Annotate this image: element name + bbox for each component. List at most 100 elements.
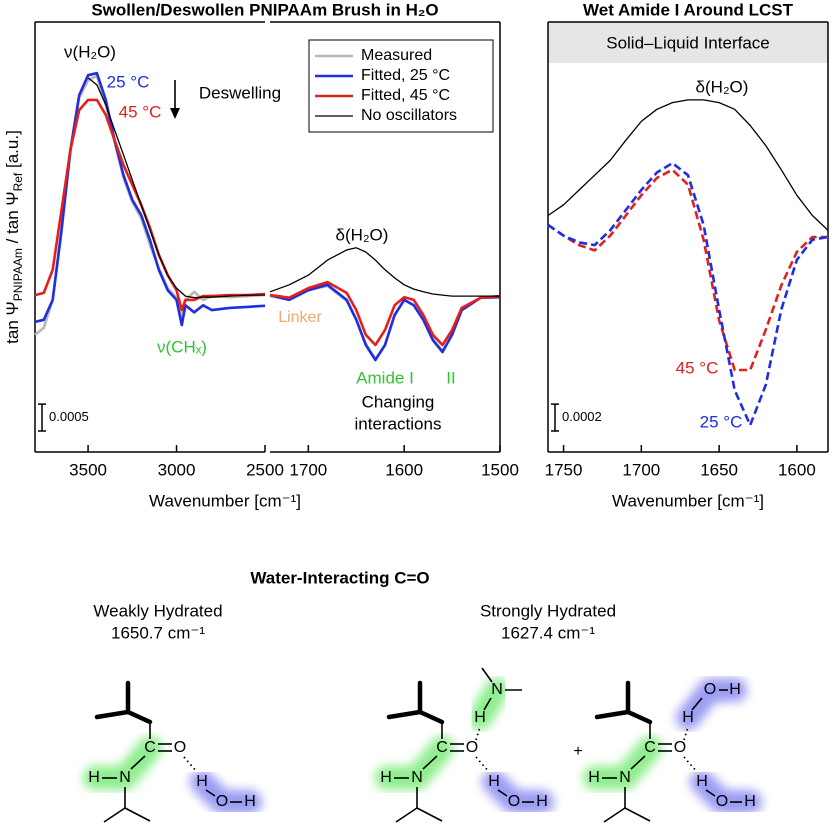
bond (205, 789, 216, 797)
atom-label: H (380, 769, 392, 786)
x-tick-label: 1700 (289, 460, 327, 479)
x-tick-label: 1500 (481, 460, 519, 479)
spectrum-line (34, 98, 266, 312)
panel-header (548, 22, 828, 63)
annotation: II (446, 368, 455, 387)
state-wavenumber: 1650.7 cm⁻¹ (111, 623, 205, 642)
series-label: 25 °C (700, 412, 743, 431)
atom-label: O (704, 681, 716, 698)
annotation: Linker (278, 309, 322, 326)
spectrum-line (269, 247, 500, 297)
annotation: Changing (362, 392, 435, 411)
atom-label: H (244, 793, 256, 810)
spectrum-line (547, 161, 829, 427)
spectrum-line (269, 280, 501, 347)
chart-title: Swollen/Deswollen PNIPAAm Brush in H₂O (91, 0, 438, 19)
annotation: ν(CHₓ) (157, 337, 207, 356)
bond (124, 807, 151, 822)
bond (125, 709, 153, 725)
bond (683, 756, 698, 773)
bond (422, 755, 438, 770)
plus-sign: + (573, 743, 582, 760)
bond (103, 807, 126, 823)
bond (603, 807, 626, 823)
annotation: Deswelling (199, 83, 281, 102)
bond (483, 697, 492, 711)
y-label-part: / tan Ψ (3, 191, 22, 248)
spectrum-line (87, 77, 265, 299)
bond (386, 709, 423, 720)
y-label-part: [a.u.] (3, 130, 22, 173)
annotation: ν(H₂O) (64, 42, 116, 61)
atom-label: H (474, 709, 486, 726)
bond (416, 807, 443, 822)
annotation: δ(H₂O) (336, 225, 389, 244)
atom-label: H (729, 681, 741, 698)
atom-label: N (119, 769, 131, 786)
x-axis-label: Wavenumber [cm⁻¹] (149, 491, 301, 510)
annotation: interactions (355, 414, 442, 433)
atom-label: H (696, 773, 708, 790)
scale-bar (38, 403, 46, 432)
atom-label: H (196, 773, 208, 790)
atom-label: O (174, 739, 186, 756)
state-name: Strongly Hydrated (480, 601, 616, 620)
atom-label: H (488, 773, 500, 790)
panel-header-text: Solid–Liquid Interface (606, 33, 770, 52)
atom-label: H (536, 793, 548, 810)
annotation: 45 °C (119, 102, 162, 121)
x-axis-label: Wavenumber [cm⁻¹] (612, 491, 764, 510)
bond (630, 755, 646, 770)
state-name: Weakly Hydrated (93, 601, 222, 620)
atom-label: H (88, 769, 100, 786)
x-tick-label: 1600 (778, 460, 816, 479)
x-tick-label: 1650 (700, 460, 738, 479)
bond (475, 726, 481, 741)
scale-bar-label: 0.0005 (49, 409, 89, 424)
spectrum-line (547, 99, 829, 231)
spectrum-line (547, 168, 828, 372)
x-tick-label: 3000 (158, 460, 196, 479)
x-tick-label: 1750 (545, 460, 583, 479)
bond (691, 697, 703, 711)
atom-label: O (716, 793, 728, 810)
bond (94, 709, 131, 720)
x-tick-label: 3500 (69, 460, 107, 479)
atom-label: O (466, 739, 478, 756)
atom-label: O (216, 793, 228, 810)
atom-label: H (744, 793, 756, 810)
x-tick-label: 1700 (622, 460, 660, 479)
legend-label: Measured (361, 47, 432, 64)
atom-label: H (682, 709, 694, 726)
annotation: Amide I (356, 368, 414, 387)
atom-label: C (644, 739, 656, 756)
diagram-title: Water-Interacting C=O (250, 568, 429, 587)
bond (683, 726, 689, 741)
legend-label: No oscillators (361, 107, 457, 124)
bond (130, 755, 146, 770)
y-label-part: tan Ψ (3, 301, 22, 344)
y-axis-label: tan ΨPNIPAAm / tan ΨRef [a.u.] (3, 130, 25, 344)
bond (705, 789, 716, 797)
arrow-head (170, 108, 180, 119)
scale-bar-label: 0.0002 (562, 409, 602, 424)
bond (625, 709, 653, 725)
state-wavenumber: 1627.4 cm⁻¹ (501, 623, 595, 642)
series-label: δ(H₂O) (696, 77, 749, 96)
atom-label: N (619, 769, 631, 786)
atom-label: C (144, 739, 156, 756)
chart-title: Wet Amide I Around LCST (583, 0, 794, 19)
atom-label: O (508, 793, 520, 810)
bond (183, 756, 198, 773)
legend-label: Fitted, 45 °C (361, 87, 450, 104)
spectrum-line (269, 283, 501, 362)
x-tick-label: 2500 (246, 460, 284, 479)
bond (594, 709, 631, 720)
y-label-sub: PNIPAAm (11, 248, 25, 301)
bond (417, 709, 445, 725)
highlight-glow (468, 678, 509, 730)
bond (624, 807, 651, 822)
atom-label: C (436, 739, 448, 756)
